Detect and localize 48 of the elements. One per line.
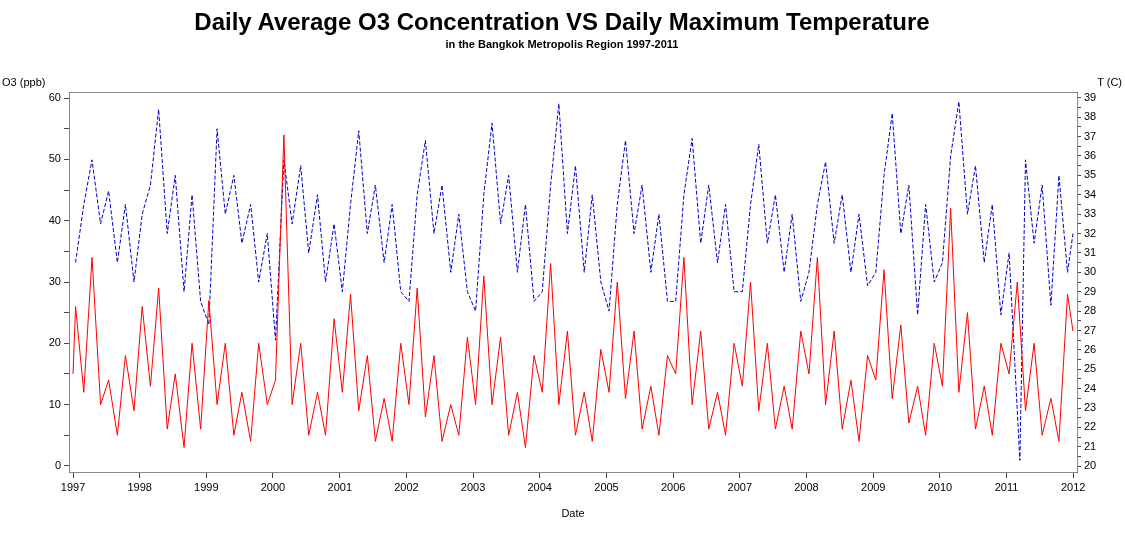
y2-tick-label: 38 [1084, 110, 1097, 123]
y2-tick-label: 23 [1084, 401, 1097, 414]
x-tick-label: 1999 [194, 480, 219, 493]
x-tick-label: 2001 [327, 480, 352, 493]
x-tick-label: 2000 [260, 480, 286, 493]
x-tick-label: 2002 [394, 480, 419, 493]
y2-tick-label: 29 [1084, 284, 1097, 297]
y2-tick-label: 27 [1084, 323, 1097, 336]
x-tick-label: 2004 [527, 480, 552, 493]
y2-tick-label: 35 [1084, 168, 1097, 181]
y2-tick-label: 21 [1084, 439, 1097, 452]
x-tick-label: 2005 [594, 480, 619, 493]
x-tick-label: 2012 [1060, 480, 1086, 493]
y-tick-label: 50 [48, 152, 61, 165]
y-tick-label: 30 [48, 275, 61, 288]
y2-tick-label: 32 [1084, 226, 1097, 239]
x-tick-label: 2006 [660, 480, 686, 493]
x-tick-label: 2011 [994, 480, 1019, 493]
y2-tick-label: 26 [1084, 342, 1097, 355]
y2-tick-label: 20 [1084, 459, 1097, 472]
x-tick-label: 1998 [127, 480, 152, 493]
y2-tick-label: 24 [1084, 381, 1097, 394]
x-axis-title: Date [561, 507, 585, 519]
x-tick-label: 2008 [794, 480, 819, 493]
x-tick-label: 1997 [60, 480, 86, 493]
y2-tick-label: 33 [1084, 207, 1097, 220]
y-tick-label: 60 [48, 91, 61, 104]
y2-tick-label: 30 [1084, 265, 1097, 278]
y2-tick-label: 36 [1084, 149, 1097, 162]
x-tick-label: 2007 [727, 480, 753, 493]
y-tick-label: 10 [48, 397, 61, 410]
y-tick-label: 40 [48, 213, 61, 226]
y2-tick-label: 39 [1084, 90, 1097, 103]
chart-title: Daily Average O3 Concentration VS Daily Maximum Temperature [194, 8, 930, 35]
y2-tick-label: 37 [1084, 129, 1097, 142]
y-tick-label: 0 [54, 458, 61, 471]
y-tick-label: 20 [48, 336, 61, 349]
y2-tick-label: 22 [1084, 420, 1097, 433]
x-tick-label: 2009 [861, 480, 886, 493]
y2-tick-label: 31 [1084, 245, 1097, 258]
y2-tick-label: 34 [1084, 187, 1097, 200]
x-tick-label: 2003 [460, 480, 486, 493]
y2-axis-title: T (C) [1097, 76, 1122, 88]
x-tick-label: 2010 [927, 480, 953, 493]
y2-tick-label: 28 [1084, 304, 1097, 317]
chart-subtitle: in the Bangkok Metropolis Region 1997-2011 [445, 38, 679, 50]
y-axis-title: O3 (ppb) [2, 76, 46, 88]
y2-tick-label: 25 [1084, 362, 1097, 375]
